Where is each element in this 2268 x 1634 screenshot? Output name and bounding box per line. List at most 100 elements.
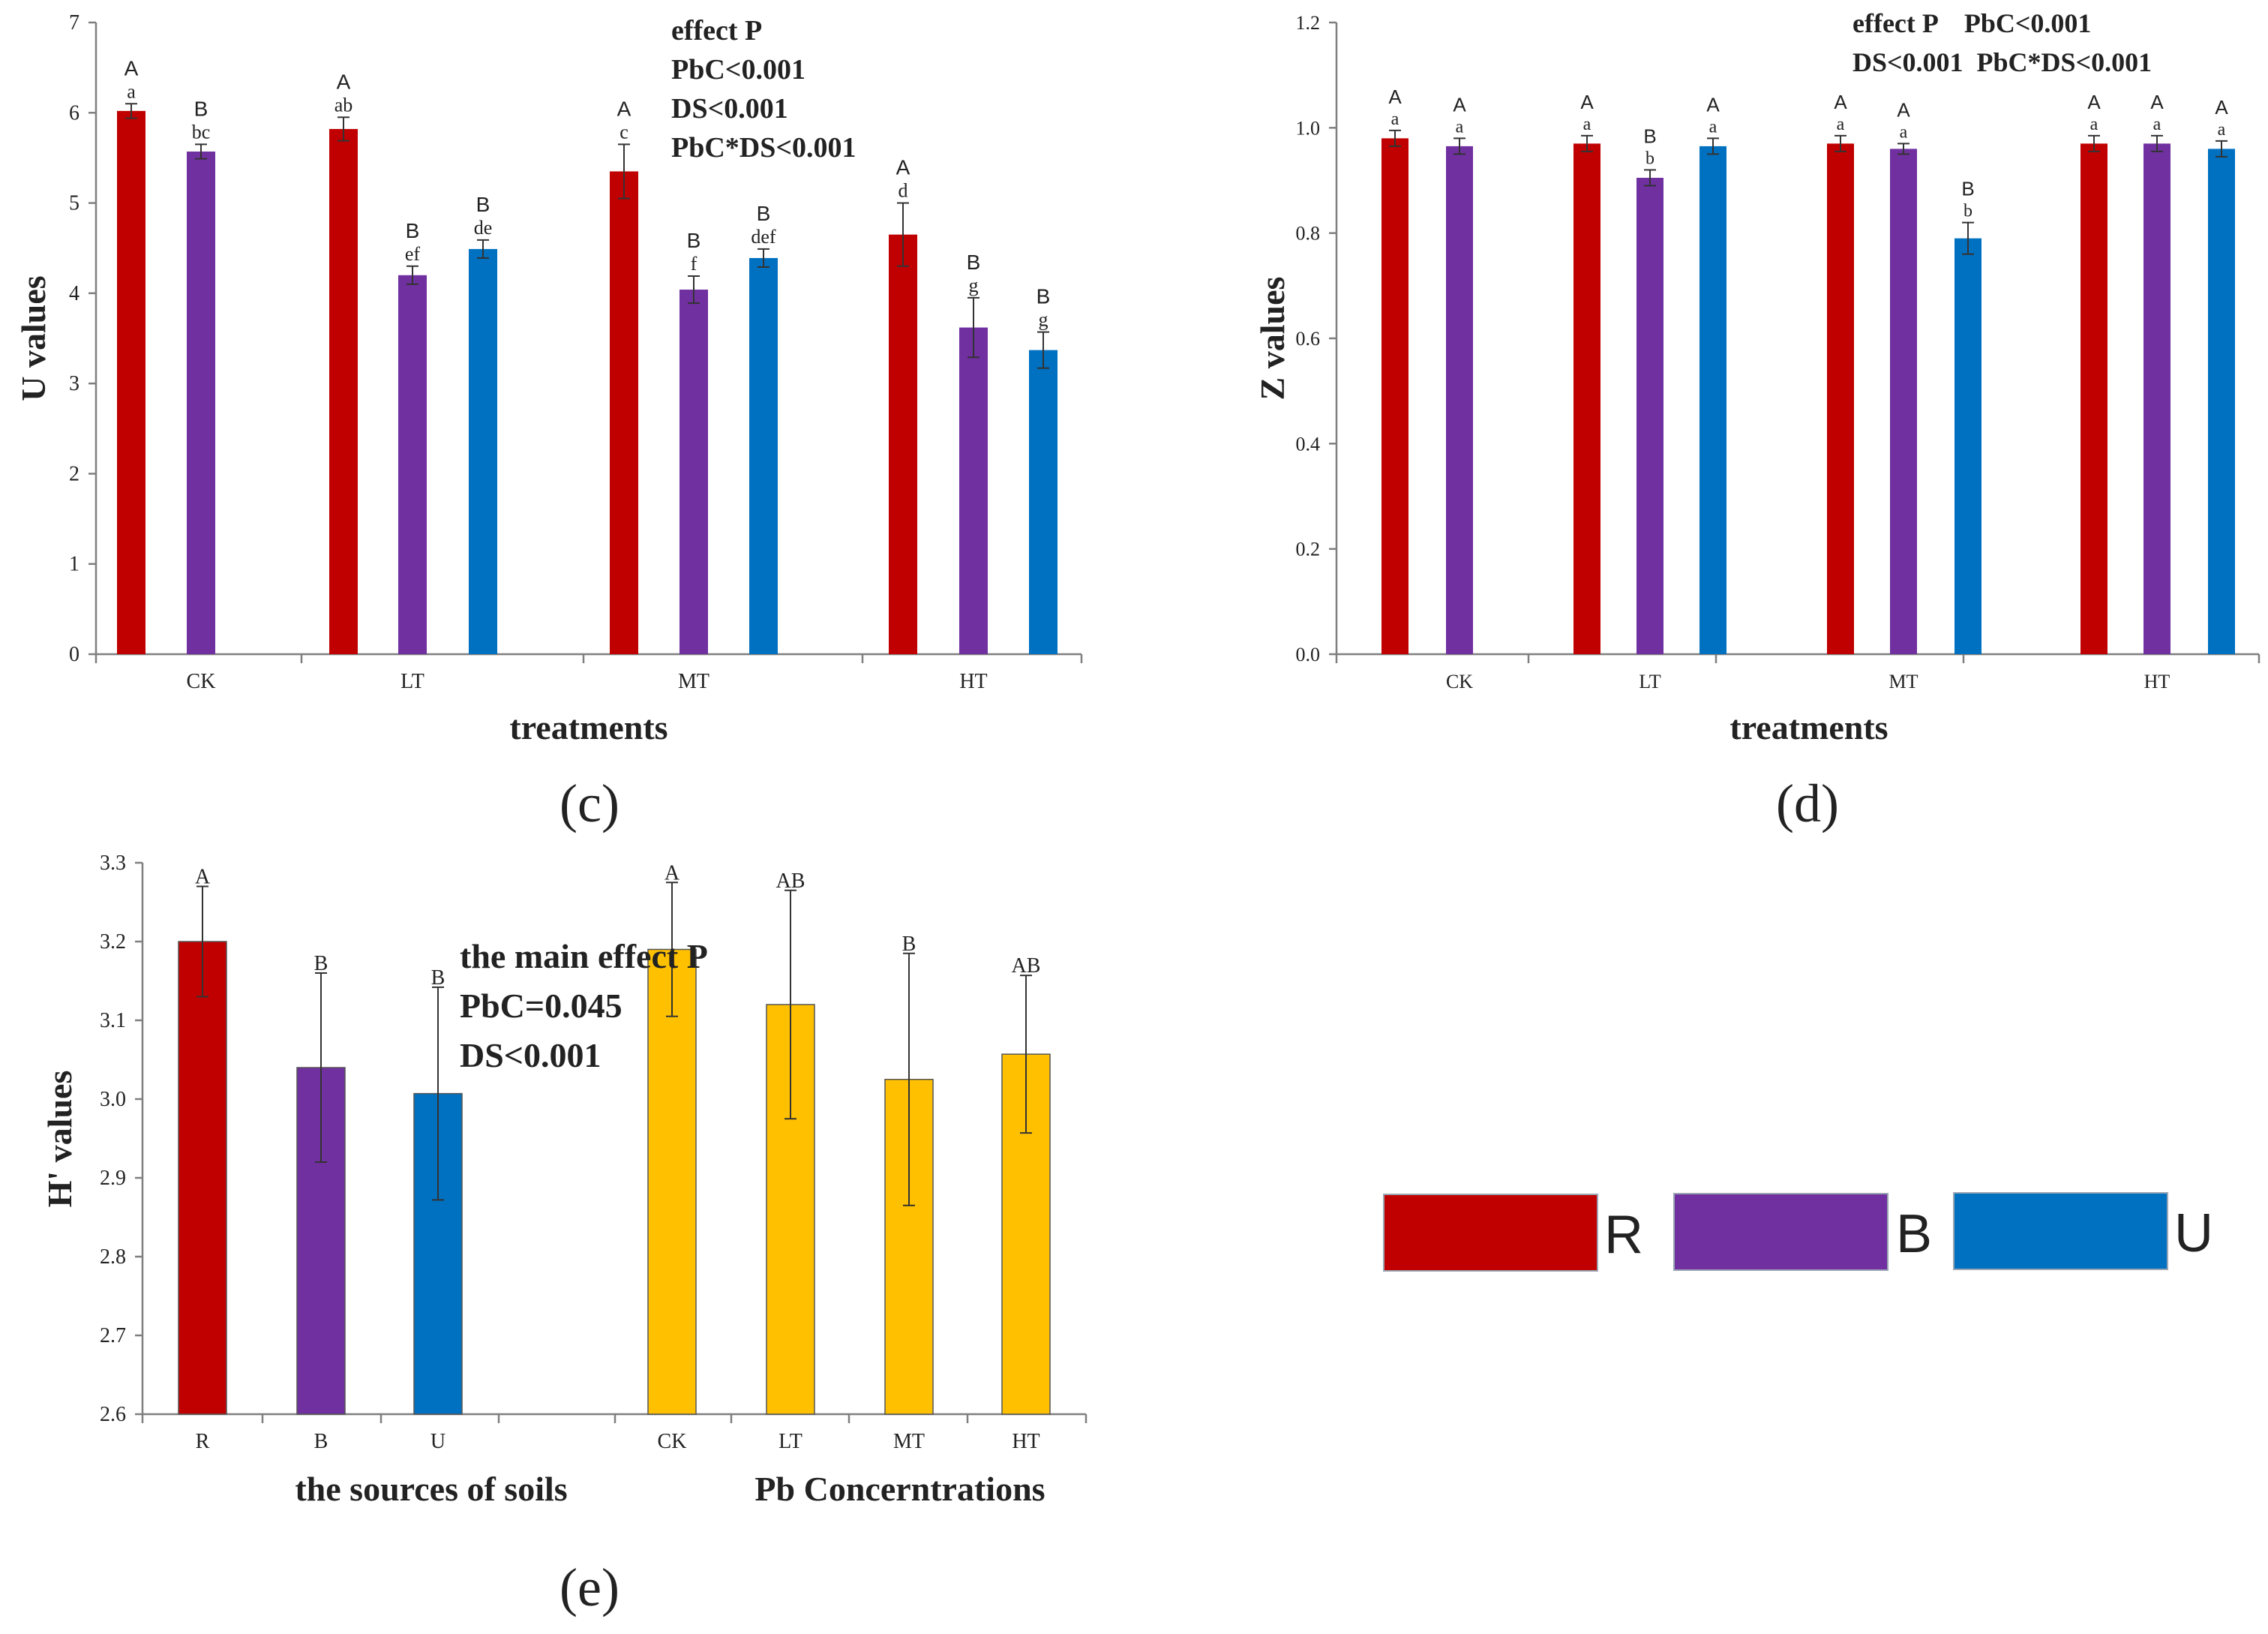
- lower-letter: a: [1709, 117, 1718, 137]
- y-tick-label: 6: [69, 101, 80, 125]
- upper-letter: A: [124, 56, 139, 80]
- x-tick-label: CK: [658, 1430, 687, 1453]
- panel-label: (e): [560, 1557, 620, 1617]
- x-tick-label: LT: [778, 1430, 802, 1453]
- lower-letter: a: [1900, 122, 1908, 142]
- lower-letter: a: [2218, 120, 2226, 140]
- y-tick-label: 5: [69, 192, 80, 215]
- x-tick-label: HT: [2144, 671, 2170, 692]
- bar: [329, 128, 358, 655]
- lower-letter: a: [1391, 110, 1400, 129]
- y-tick-label: 2.7: [100, 1324, 126, 1347]
- lower-letter: b: [1646, 149, 1654, 168]
- bar: [469, 248, 497, 655]
- lower-letter: a: [1837, 115, 1845, 134]
- bar: [680, 290, 708, 654]
- upper-letter: A: [617, 97, 632, 120]
- x-tick-label: CK: [187, 670, 216, 693]
- bar: [889, 234, 917, 655]
- lower-letter: a: [2090, 115, 2098, 134]
- effect-annotation-line: effect P PbC<0.001: [1852, 8, 2091, 38]
- bar: [398, 275, 427, 654]
- lower-letter: a: [1456, 117, 1464, 137]
- y-tick-label: 3.2: [100, 930, 126, 954]
- significance-letter: A: [195, 866, 211, 889]
- lower-letter: a: [2153, 115, 2162, 134]
- bar: [2208, 149, 2235, 654]
- upper-letter: B: [1643, 125, 1656, 147]
- upper-letter: A: [1580, 91, 1594, 113]
- x-group-title-sources: the sources of soils: [295, 1470, 567, 1508]
- upper-letter: B: [757, 202, 771, 225]
- x-axis-title: treatments: [509, 708, 668, 746]
- effect-annotation-line: PbC<0.001: [671, 54, 806, 86]
- upper-letter: A: [1897, 98, 1910, 121]
- upper-letter: A: [2087, 91, 2101, 113]
- effect-annotation-line: PbC=0.045: [460, 987, 622, 1025]
- bar: [187, 152, 215, 655]
- effect-annotation-line: DS<0.001: [671, 93, 788, 125]
- lower-letter: bc: [192, 121, 211, 143]
- y-tick-label: 3.3: [100, 852, 126, 875]
- panel-e-chart: 2.6 2.7 2.8 2.9 3.0 3.1 3.2 3.3 A R B B B U A CK AB LT B MT…: [40, 852, 1088, 1617]
- upper-letter: A: [896, 156, 910, 179]
- y-tick-label: 7: [69, 11, 80, 35]
- significance-letter: A: [664, 861, 680, 885]
- upper-letter: A: [1388, 86, 1402, 108]
- upper-letter: A: [337, 70, 351, 93]
- legend-swatch: [1383, 1194, 1598, 1272]
- bar: [1890, 149, 1917, 654]
- bar: [2144, 143, 2170, 655]
- panel-label: (d): [1776, 773, 1839, 834]
- bar: [610, 171, 638, 654]
- lower-letter: ef: [405, 243, 421, 265]
- bar: [1700, 146, 1726, 654]
- bar: [1574, 143, 1600, 655]
- y-tick-label: 1.2: [1296, 12, 1321, 34]
- upper-letter: B: [1961, 178, 1974, 200]
- bar: [1827, 143, 1854, 655]
- y-tick-label: 1.0: [1296, 117, 1321, 139]
- bar: [2080, 143, 2108, 655]
- lower-letter: ab: [334, 94, 353, 116]
- x-tick-label: MT: [678, 670, 710, 693]
- lower-letter: a: [127, 80, 136, 102]
- effect-annotation-line: DS<0.001 PbC*DS<0.001: [1852, 47, 2152, 77]
- upper-letter: B: [406, 219, 420, 242]
- bar: [959, 327, 988, 654]
- upper-letter: A: [2215, 96, 2228, 119]
- bar: [1636, 177, 1664, 654]
- y-tick-label: 2.9: [100, 1167, 126, 1190]
- lower-letter: d: [898, 180, 908, 202]
- significance-letter: B: [431, 966, 446, 990]
- y-tick-label: 4: [69, 282, 80, 305]
- lower-letter: def: [751, 226, 776, 248]
- panel-label: (c): [560, 773, 620, 834]
- upper-letter: B: [194, 97, 208, 120]
- lower-letter: c: [620, 121, 628, 143]
- y-tick-label: 0.2: [1296, 539, 1321, 560]
- lower-letter: g: [1039, 309, 1048, 331]
- upper-letter: A: [2150, 91, 2164, 113]
- y-tick-label: 2: [69, 462, 80, 485]
- bar: [647, 948, 697, 1415]
- bar: [749, 257, 778, 655]
- lower-letter: de: [474, 217, 493, 239]
- upper-letter: A: [1453, 93, 1466, 116]
- lower-letter: f: [691, 253, 698, 275]
- y-tick-label: 0: [69, 643, 80, 666]
- legend-swatch: [1953, 1192, 2168, 1270]
- upper-letter: B: [1036, 285, 1051, 308]
- x-tick-label: MT: [1889, 671, 1918, 692]
- y-tick-label: 0.8: [1296, 223, 1321, 245]
- upper-letter: B: [476, 193, 490, 216]
- bar: [178, 941, 227, 1415]
- y-axis-title: H' values: [40, 1071, 79, 1208]
- y-tick-label: 0.0: [1296, 644, 1321, 665]
- y-axis-title: Z values: [1253, 277, 1292, 401]
- legend-label: R: [1604, 1205, 1643, 1265]
